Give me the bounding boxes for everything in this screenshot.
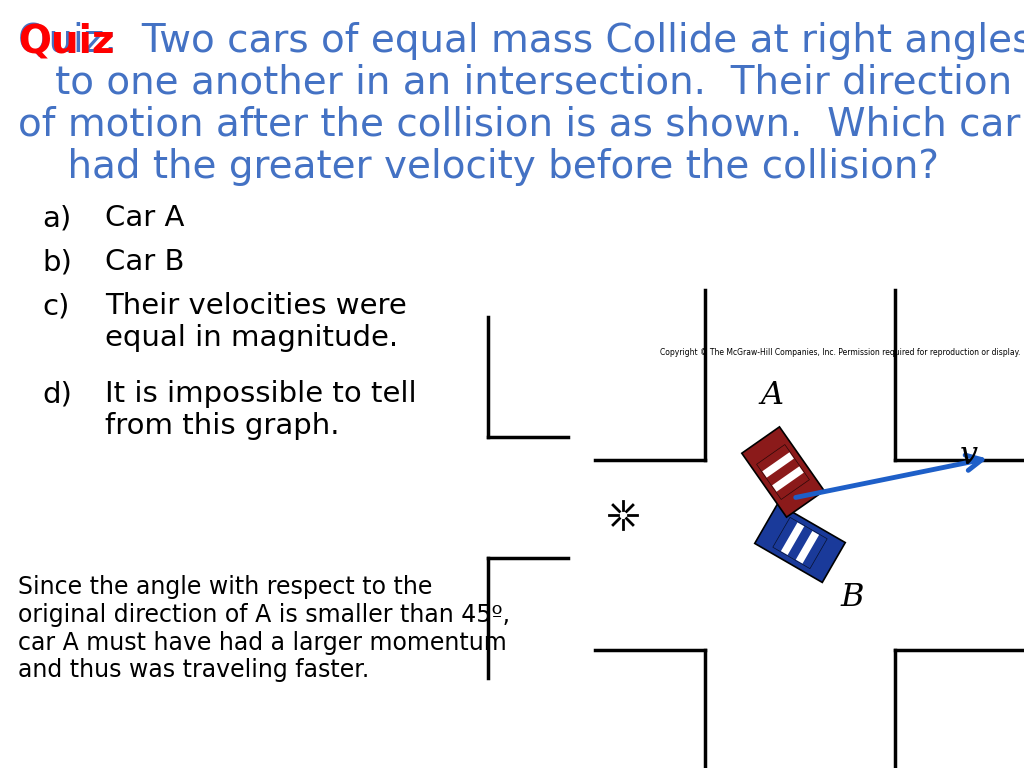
Polygon shape [741, 427, 824, 517]
Polygon shape [772, 466, 804, 492]
Text: A: A [760, 380, 783, 411]
Polygon shape [796, 531, 819, 564]
Text: Quiz:  Two cars of equal mass Collide at right angles: Quiz: Two cars of equal mass Collide at … [18, 22, 1024, 60]
Polygon shape [762, 452, 794, 478]
Text: It is impossible to tell
from this graph.: It is impossible to tell from this graph… [105, 380, 417, 440]
Text: of motion after the collision is as shown.  Which car: of motion after the collision is as show… [18, 106, 1020, 144]
Text: a): a) [42, 204, 72, 232]
Text: to one another in an intersection.  Their direction: to one another in an intersection. Their… [18, 64, 1012, 102]
Text: c): c) [42, 292, 70, 320]
Text: v: v [961, 441, 978, 472]
Text: Quiz: Quiz [18, 22, 115, 60]
Polygon shape [757, 445, 809, 499]
Polygon shape [755, 504, 845, 582]
Text: d): d) [42, 380, 72, 408]
Text: Car B: Car B [105, 248, 184, 276]
Text: B: B [840, 582, 863, 613]
Text: b): b) [42, 248, 72, 276]
Text: Their velocities were
equal in magnitude.: Their velocities were equal in magnitude… [105, 292, 407, 353]
Text: Copyright © The McGraw-Hill Companies, Inc. Permission required for reproduction: Copyright © The McGraw-Hill Companies, I… [660, 348, 1020, 357]
Polygon shape [773, 518, 827, 568]
Text: Since the angle with respect to the
original direction of A is smaller than 45º,: Since the angle with respect to the orig… [18, 575, 510, 683]
Polygon shape [781, 522, 804, 555]
Text: Car A: Car A [105, 204, 184, 232]
Text: had the greater velocity before the collision?: had the greater velocity before the coll… [18, 148, 939, 186]
